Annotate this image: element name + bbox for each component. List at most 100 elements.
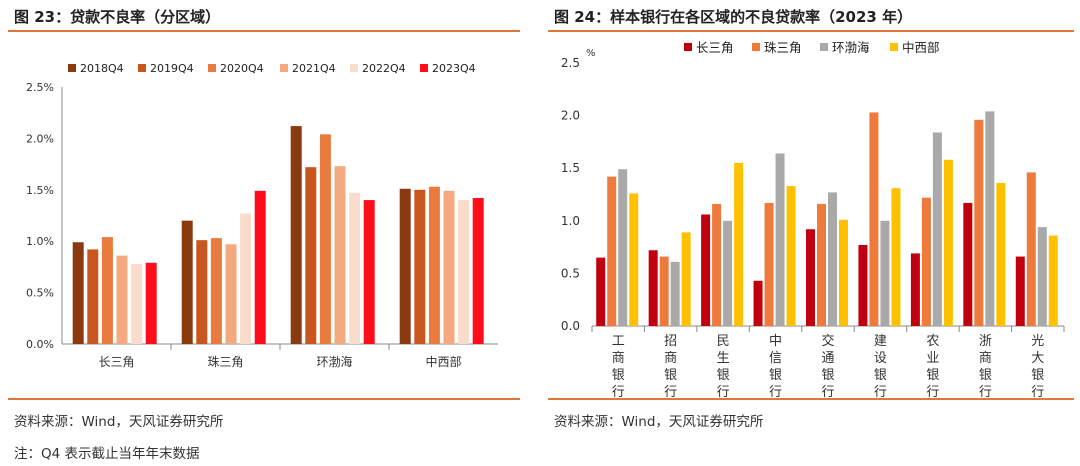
x-category-label: 交通银行: [821, 333, 834, 398]
legend-label: 2023Q4: [432, 62, 476, 75]
bar: [1037, 227, 1047, 326]
y-tick-label: 2.0%: [26, 132, 54, 145]
bar: [943, 159, 953, 326]
bar: [210, 238, 222, 344]
bar: [607, 176, 617, 326]
right-source-text: 资料来源：Wind，天风证券研究所: [554, 414, 764, 430]
bar: [305, 167, 317, 344]
bar: [334, 166, 346, 344]
bar: [869, 112, 879, 326]
bar: [629, 193, 639, 326]
bar: [828, 192, 837, 326]
bar: [817, 203, 826, 326]
bar: [1026, 172, 1036, 326]
bar: [254, 190, 266, 344]
bar: [712, 203, 722, 326]
legend-label: 珠三角: [764, 40, 802, 55]
y-tick-label: 0.0%: [26, 338, 54, 351]
bar: [428, 186, 440, 344]
right-figure: 图 24：样本银行在各区域的不良贷款率（2023 年） 0.0 0.5 1.0 1.5…: [540, 0, 1080, 466]
bar: [806, 229, 815, 326]
y-tick-label: 1.5: [561, 161, 580, 175]
x-category-label: 光大银行: [1031, 334, 1044, 398]
x-category-label: 工商银行: [612, 334, 625, 398]
bar: [985, 111, 995, 326]
bar: [414, 189, 426, 344]
x-category-label: 长三角: [98, 355, 134, 369]
bar: [116, 255, 128, 344]
left-note-text: 注：Q4 表示截止当年年末数据: [14, 446, 200, 462]
bar: [399, 188, 411, 344]
x-category-label: 浙商银行: [979, 334, 992, 398]
y-tick-label: 1.5%: [26, 184, 54, 197]
bar: [753, 280, 763, 326]
legend-swatch: [138, 64, 146, 72]
legend-label: 环渤海: [832, 40, 870, 55]
bar: [443, 190, 455, 344]
x-category-label: 民生银行: [717, 334, 730, 398]
bar: [659, 256, 669, 326]
legend-swatch: [280, 64, 288, 72]
legend-label: 2020Q4: [220, 62, 264, 75]
legend-label: 长三角: [696, 40, 734, 55]
bar: [996, 182, 1006, 326]
right-bar-chart: 0.0 0.5 1.0 1.5 2.0 2.5% 工商银行 招商银行 民生银行 中信银行 交通银行 建…: [561, 40, 1065, 398]
bar: [618, 169, 628, 326]
bar: [734, 162, 744, 326]
bar: [87, 249, 99, 344]
y-tick-label: 0.0: [561, 319, 580, 333]
bar: [786, 186, 796, 326]
bar: [880, 220, 890, 326]
legend-swatch: [890, 43, 898, 51]
bar: [910, 253, 920, 326]
legend-swatch: [350, 64, 358, 72]
bar: [363, 200, 375, 344]
legend-swatch: [208, 64, 216, 72]
bar: [101, 237, 113, 344]
bar: [472, 198, 484, 344]
left-figure-title: 图 23：贷款不良率（分区域）: [14, 8, 221, 26]
legend-swatch: [820, 43, 828, 51]
legend-label: 2022Q4: [362, 62, 406, 75]
bar: [701, 214, 711, 326]
bar: [240, 213, 252, 344]
bar: [775, 153, 785, 326]
bar: [670, 261, 680, 326]
legend-swatch: [68, 64, 76, 72]
y-tick-label: 2.5%: [26, 81, 54, 94]
legend-label: 2021Q4: [292, 62, 336, 75]
bar: [72, 242, 84, 344]
bar: [648, 250, 658, 326]
y-axis-unit-label: %: [586, 48, 596, 59]
left-bar-chart: 0.0% 0.5% 1.0% 1.5% 2.0% 2.5% 长三角 珠三角 环渤海 中西部 2018…: [26, 62, 498, 369]
legend-label: 2019Q4: [150, 62, 194, 75]
x-category-label: 珠三角: [207, 355, 243, 369]
legend-label: 2018Q4: [80, 62, 124, 75]
left-source-rule: [8, 398, 520, 400]
legend-swatch: [420, 64, 428, 72]
y-tick-label: 1.0%: [26, 235, 54, 248]
bar: [290, 126, 302, 345]
bar: [921, 197, 931, 326]
bar: [1048, 235, 1058, 326]
x-category-label: 建设银行: [874, 334, 887, 398]
x-category-label: 中信银行: [769, 334, 782, 398]
bar: [1015, 256, 1025, 326]
x-category-label: 农业银行: [926, 334, 939, 398]
bar: [932, 132, 942, 326]
bar: [681, 232, 691, 326]
legend-label: 中西部: [902, 40, 940, 55]
x-category-label: 中西部: [425, 354, 461, 369]
x-category-label: 环渤海: [316, 354, 352, 369]
legend-swatch: [684, 43, 692, 51]
bar: [596, 257, 606, 326]
left-source-text: 资料来源：Wind，天风证券研究所: [14, 414, 224, 430]
bar: [131, 263, 143, 344]
bar: [319, 134, 331, 344]
y-tick-label: 2.5: [561, 56, 580, 70]
bar: [839, 219, 848, 326]
bar: [145, 262, 157, 344]
left-figure: 图 23：贷款不良率（分区域） 0.0% 0.5% 1.0% 1.5% 2.0% 2.5%…: [0, 0, 528, 466]
legend-swatch: [752, 43, 760, 51]
right-figure-title: 图 24：样本银行在各区域的不良贷款率（2023 年）: [554, 8, 913, 26]
